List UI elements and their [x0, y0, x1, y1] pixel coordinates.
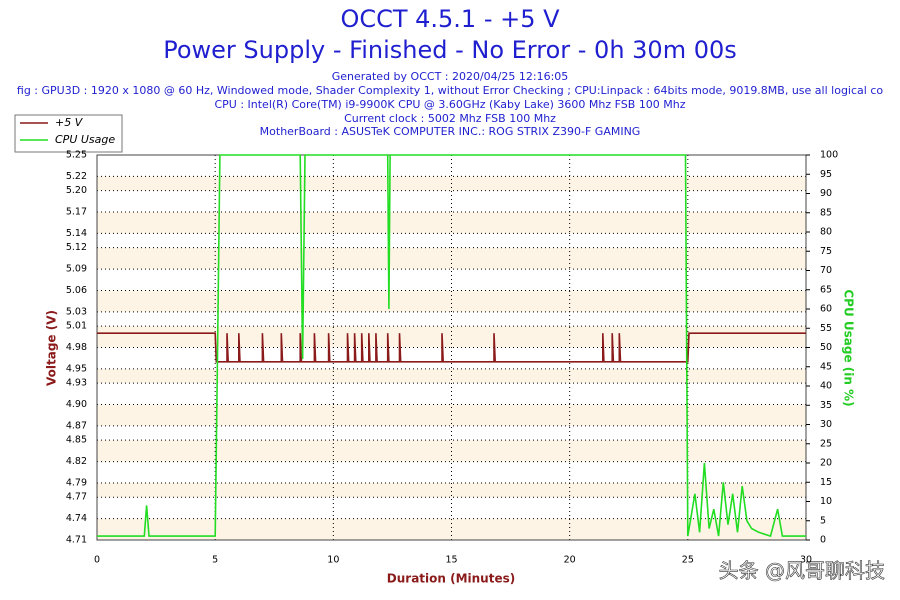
- x-tick-label: 20: [564, 555, 576, 566]
- plot-band: [97, 247, 806, 270]
- subtitle: Current clock : 5002 Mhz FSB 100 Mhz: [344, 112, 556, 125]
- series-line: [97, 154, 806, 538]
- y-tick-label: 4.93: [66, 378, 87, 389]
- y-tick-label: 4.74: [66, 513, 87, 524]
- series-line: [97, 332, 806, 363]
- y2-tick-label: 65: [820, 284, 832, 295]
- y2-tick-label: 95: [820, 169, 832, 180]
- y-tick-label: 5.03: [66, 306, 87, 317]
- y-tick-label: 5.01: [66, 321, 87, 332]
- x-tick-label: 15: [445, 555, 457, 566]
- y-tick-label: 4.71: [66, 535, 87, 546]
- y-tick-label: 5.12: [66, 242, 87, 253]
- y2-tick-label: 75: [820, 246, 832, 257]
- legend-label: +5 V: [55, 116, 84, 129]
- x-axis-label: Duration (Minutes): [387, 572, 515, 586]
- subtitle: Generated by OCCT : 2020/04/25 12:16:05: [332, 70, 569, 83]
- y2-tick-label: 80: [820, 227, 832, 238]
- y-tick-label: 4.79: [66, 477, 87, 488]
- legend-box: [14, 114, 123, 153]
- y2-tick-label: 20: [820, 458, 832, 469]
- y2-axis-label: CPU Usage (in %): [842, 289, 856, 406]
- subtitle: fig : GPU3D : 1920 x 1080 @ 60 Hz, Windo…: [17, 84, 883, 97]
- plot-band: [97, 290, 806, 312]
- plot-band: [97, 212, 806, 234]
- y-tick-label: 5.09: [66, 264, 87, 275]
- y2-tick-label: 0: [820, 535, 826, 546]
- chart-title: OCCT 4.5.1 - +5 V: [340, 5, 560, 33]
- y-tick-label: 4.90: [66, 399, 87, 410]
- y2-tick-label: 90: [820, 188, 832, 199]
- y-tick-label: 5.25: [66, 150, 87, 161]
- plot-area: [96, 154, 807, 541]
- y2-tick-label: 85: [820, 207, 832, 218]
- y2-tick-label: 40: [820, 381, 832, 392]
- y-tick-label: 4.82: [66, 456, 87, 467]
- y-tick-label: 5.06: [66, 285, 87, 296]
- plot-band: [97, 518, 806, 540]
- y-tick-label: 5.22: [66, 171, 87, 182]
- y2-tick-label: 100: [820, 150, 838, 161]
- y-tick-label: 4.95: [66, 363, 87, 374]
- subtitle: MotherBoard : ASUSTeK COMPUTER INC.: ROG…: [260, 125, 641, 138]
- plot-band: [97, 326, 806, 348]
- plot-band: [97, 482, 806, 498]
- y-tick-label: 4.87: [66, 420, 87, 431]
- y-tick-label: 4.77: [66, 492, 87, 503]
- y2-tick-label: 55: [820, 323, 832, 334]
- y2-tick-label: 25: [820, 438, 832, 449]
- watermark: 头条 @风哥聊科技: [719, 559, 885, 583]
- y2-tick-label: 35: [820, 400, 832, 411]
- subtitle: CPU : Intel(R) Core(TM) i9-9900K CPU @ 3…: [214, 98, 685, 111]
- x-tick-label: 25: [682, 555, 694, 566]
- x-tick-label: 30: [800, 555, 812, 566]
- legend-label: CPU Usage: [55, 133, 115, 146]
- y2-tick-label: 60: [820, 304, 832, 315]
- y2-tick-label: 70: [820, 265, 832, 276]
- y2-tick-label: 45: [820, 361, 832, 372]
- y-tick-label: 4.98: [66, 342, 87, 353]
- y2-tick-label: 10: [820, 496, 832, 507]
- plot-band: [97, 440, 806, 462]
- y2-tick-label: 15: [820, 477, 832, 488]
- plot-band: [97, 368, 806, 384]
- chart-title-2: Power Supply - Finished - No Error - 0h …: [163, 36, 737, 64]
- y-axis-label: Voltage (V): [45, 310, 59, 386]
- y-tick-label: 5.14: [66, 228, 87, 239]
- y2-tick-label: 5: [820, 515, 826, 526]
- y2-tick-label: 50: [820, 342, 832, 353]
- y-tick-label: 5.17: [66, 207, 87, 218]
- y-tick-label: 4.85: [66, 435, 87, 446]
- y-tick-label: 5.20: [66, 185, 87, 196]
- x-tick-label: 5: [212, 555, 218, 566]
- x-tick-label: 10: [327, 555, 339, 566]
- x-tick-label: 0: [94, 555, 100, 566]
- y2-tick-label: 30: [820, 419, 832, 430]
